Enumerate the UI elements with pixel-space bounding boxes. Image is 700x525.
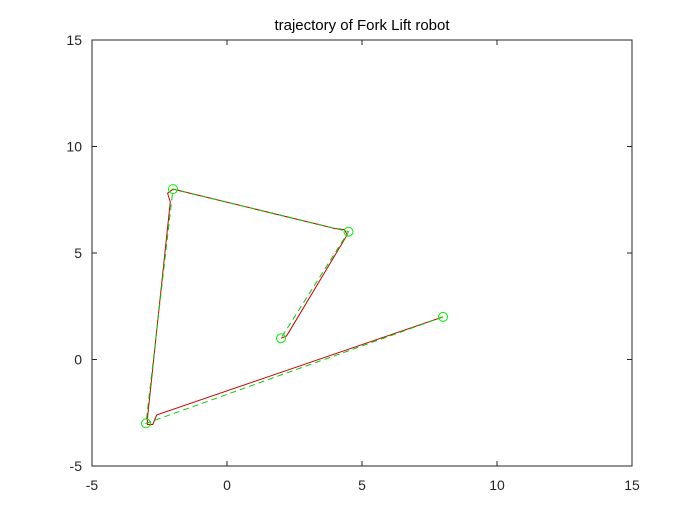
waypoint-marker: [438, 311, 448, 322]
waypoint-markers: [141, 184, 448, 429]
y-tick-label: -5: [70, 458, 83, 474]
x-tick-label: 15: [624, 477, 640, 493]
axis-ticks: -5 0 5 10 15 -5 0 5 10 15: [66, 32, 640, 493]
waypoint-marker: [276, 333, 286, 344]
y-tick-label: 15: [66, 32, 82, 48]
x-tick-label: 5: [358, 477, 366, 493]
actual-trajectory-line: [146, 188, 444, 425]
x-tick-label: -5: [86, 477, 99, 493]
chart-title: trajectory of Fork Lift robot: [274, 17, 450, 34]
waypoint-marker: [168, 184, 178, 195]
y-tick-label: 10: [66, 139, 82, 155]
series-group: [145, 188, 444, 425]
y-tick-label: 5: [74, 245, 82, 261]
waypoint-marker: [343, 226, 354, 237]
plot-area: [91, 39, 633, 467]
x-tick-label: 10: [489, 477, 505, 493]
y-tick-label: 0: [74, 352, 82, 368]
planned-path-line: [145, 188, 444, 425]
waypoint-marker: [141, 418, 151, 429]
x-tick-label: 0: [223, 477, 231, 493]
